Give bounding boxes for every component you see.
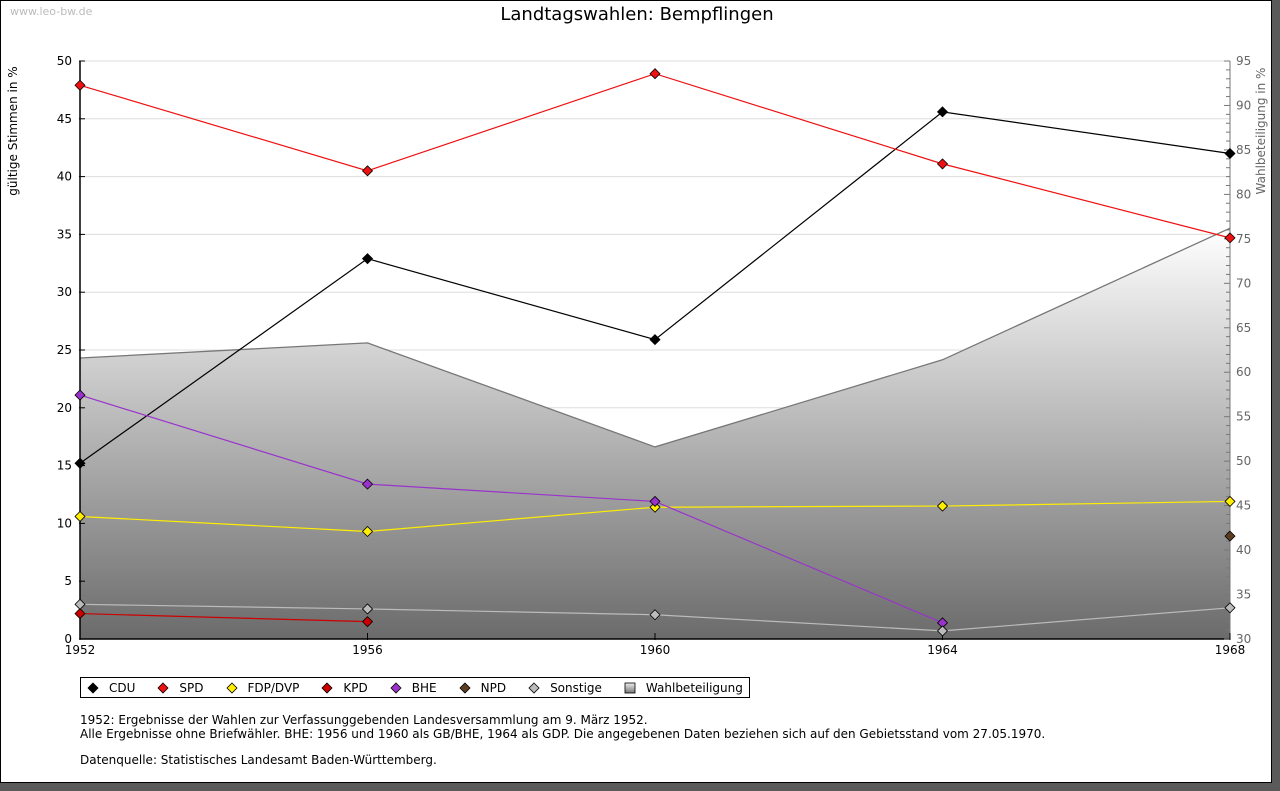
y-tick-label-right: 90	[1236, 98, 1251, 112]
y-tick-label-left: 20	[57, 401, 72, 415]
point-sonstige	[74, 598, 86, 610]
legend-square-icon	[624, 682, 636, 693]
y-tick-label-right: 40	[1236, 543, 1251, 557]
point-fdp-dvp	[649, 501, 661, 513]
legend-label: SPD	[179, 680, 204, 695]
y-tick-label-right: 35	[1236, 588, 1251, 602]
x-tick-label: 1960	[640, 643, 671, 657]
y-tick-label-left: 15	[57, 459, 72, 473]
line-bhe	[79, 394, 943, 624]
point-cdu	[649, 334, 661, 346]
y-tick-label-right: 70	[1236, 276, 1251, 290]
x-tick-label: 1968	[1215, 643, 1246, 657]
legend-label: BHE	[411, 680, 437, 695]
point-npd	[1224, 530, 1236, 542]
x-tick-label: 1964	[927, 643, 958, 657]
legend: CDU SPD FDP/DVP KPD BHE NPD Sonstige Wahlbeteil…	[80, 677, 750, 698]
note-line-1: 1952: Ergebnisse der Wahlen zur Verfassu…	[80, 713, 648, 727]
series-markers	[74, 68, 1236, 637]
legend-item-spd: SPD	[157, 680, 204, 695]
turnout-area-layer	[79, 227, 1231, 639]
point-bhe	[74, 389, 86, 401]
legend-label: CDU	[109, 680, 136, 695]
chart-notes: 1952: Ergebnisse der Wahlen zur Verfassu…	[80, 713, 1045, 767]
legend-diamond-icon	[157, 681, 169, 694]
point-spd	[1224, 232, 1236, 244]
point-kpd	[74, 608, 86, 620]
y-tick-label-left: 0	[64, 632, 72, 646]
y-tick-label-left: 10	[57, 516, 72, 530]
turnout-area	[80, 228, 1230, 639]
legend-label: Sonstige	[550, 680, 602, 695]
point-spd	[936, 158, 949, 170]
y-tick-label-right: 95	[1236, 54, 1251, 68]
legend-item-bhe: BHE	[390, 681, 437, 695]
data-source: Datenquelle: Statistisches Landesamt Bad…	[80, 753, 437, 767]
legend-item-kpd: KPD	[321, 680, 368, 695]
point-kpd	[361, 616, 374, 628]
legend-diamond-icon	[225, 681, 238, 694]
point-bhe	[649, 495, 661, 508]
legend-diamond-icon	[459, 681, 471, 694]
y-tick-label-right: 50	[1236, 454, 1251, 468]
y-tick-label-left: 5	[64, 574, 72, 588]
point-cdu	[361, 253, 374, 265]
y-tick-label-right: 55	[1236, 410, 1251, 424]
point-fdp-dvp	[74, 510, 86, 523]
chart-title: Landtagswahlen: Bempflingen	[500, 4, 774, 25]
y-tick-label-right: 30	[1236, 632, 1251, 646]
point-fdp-dvp	[1224, 495, 1236, 508]
y-tick-label-left: 40	[57, 170, 72, 184]
legend-label: FDP/DVP	[247, 680, 300, 695]
y-tick-label-left: 25	[57, 343, 72, 357]
y-tick-label-right: 75	[1236, 232, 1251, 246]
legend-item-fdp-dvp: FDP/DVP	[225, 680, 300, 695]
point-fdp-dvp	[361, 525, 374, 538]
point-sonstige	[649, 609, 661, 621]
legend-item-sonstige: Sonstige	[528, 681, 602, 695]
x-tick-label: 1952	[65, 643, 96, 657]
legend-label: NPD	[480, 680, 507, 695]
y-tick-label-left: 35	[57, 227, 72, 241]
legend-diamond-icon	[321, 681, 333, 694]
point-cdu	[74, 457, 86, 469]
axes: 0 5 10 15 20 25 30 35 40 45 50 30 35 40 45 50 55 60 65 70 75…	[57, 54, 1252, 657]
watermark: www.leo-bw.de	[10, 5, 93, 18]
point-spd	[649, 68, 661, 80]
legend-item-wahlbeteiligung: Wahlbeteiligung	[624, 681, 743, 695]
y-tick-label-right: 60	[1236, 365, 1251, 379]
y-tick-label-right: 85	[1236, 143, 1251, 157]
legend-label: KPD	[343, 680, 368, 695]
legend-diamond-icon	[390, 681, 402, 694]
legend-item-cdu: CDU	[87, 681, 135, 695]
point-spd	[361, 165, 374, 177]
line-kpd	[79, 612, 368, 623]
y-tick-label-right: 65	[1236, 321, 1251, 335]
line-spd	[79, 73, 1231, 239]
y-tick-label-right: 80	[1236, 187, 1251, 201]
legend-item-npd: NPD	[459, 681, 506, 695]
point-sonstige	[936, 625, 949, 637]
y-tick-label-left: 50	[57, 54, 72, 68]
x-tick-label: 1956	[352, 643, 383, 657]
point-cdu	[1224, 147, 1236, 160]
y-tick-label-left: 30	[57, 285, 72, 299]
note-line-2: Alle Ergebnisse ohne Briefwähler. BHE: 1…	[80, 727, 1046, 741]
legend-label: Wahlbeteiligung	[645, 680, 743, 695]
legend-diamond-icon	[528, 681, 540, 694]
point-cdu	[936, 106, 949, 118]
point-sonstige	[1224, 602, 1236, 614]
y-tick-label-left: 45	[57, 112, 72, 126]
turnout-line	[79, 227, 1231, 448]
point-fdp-dvp	[936, 500, 949, 512]
y-tick-label-right: 45	[1236, 499, 1251, 513]
point-spd	[74, 79, 86, 91]
legend-diamond-icon	[87, 681, 99, 694]
point-bhe	[361, 478, 374, 490]
point-sonstige	[361, 603, 374, 615]
